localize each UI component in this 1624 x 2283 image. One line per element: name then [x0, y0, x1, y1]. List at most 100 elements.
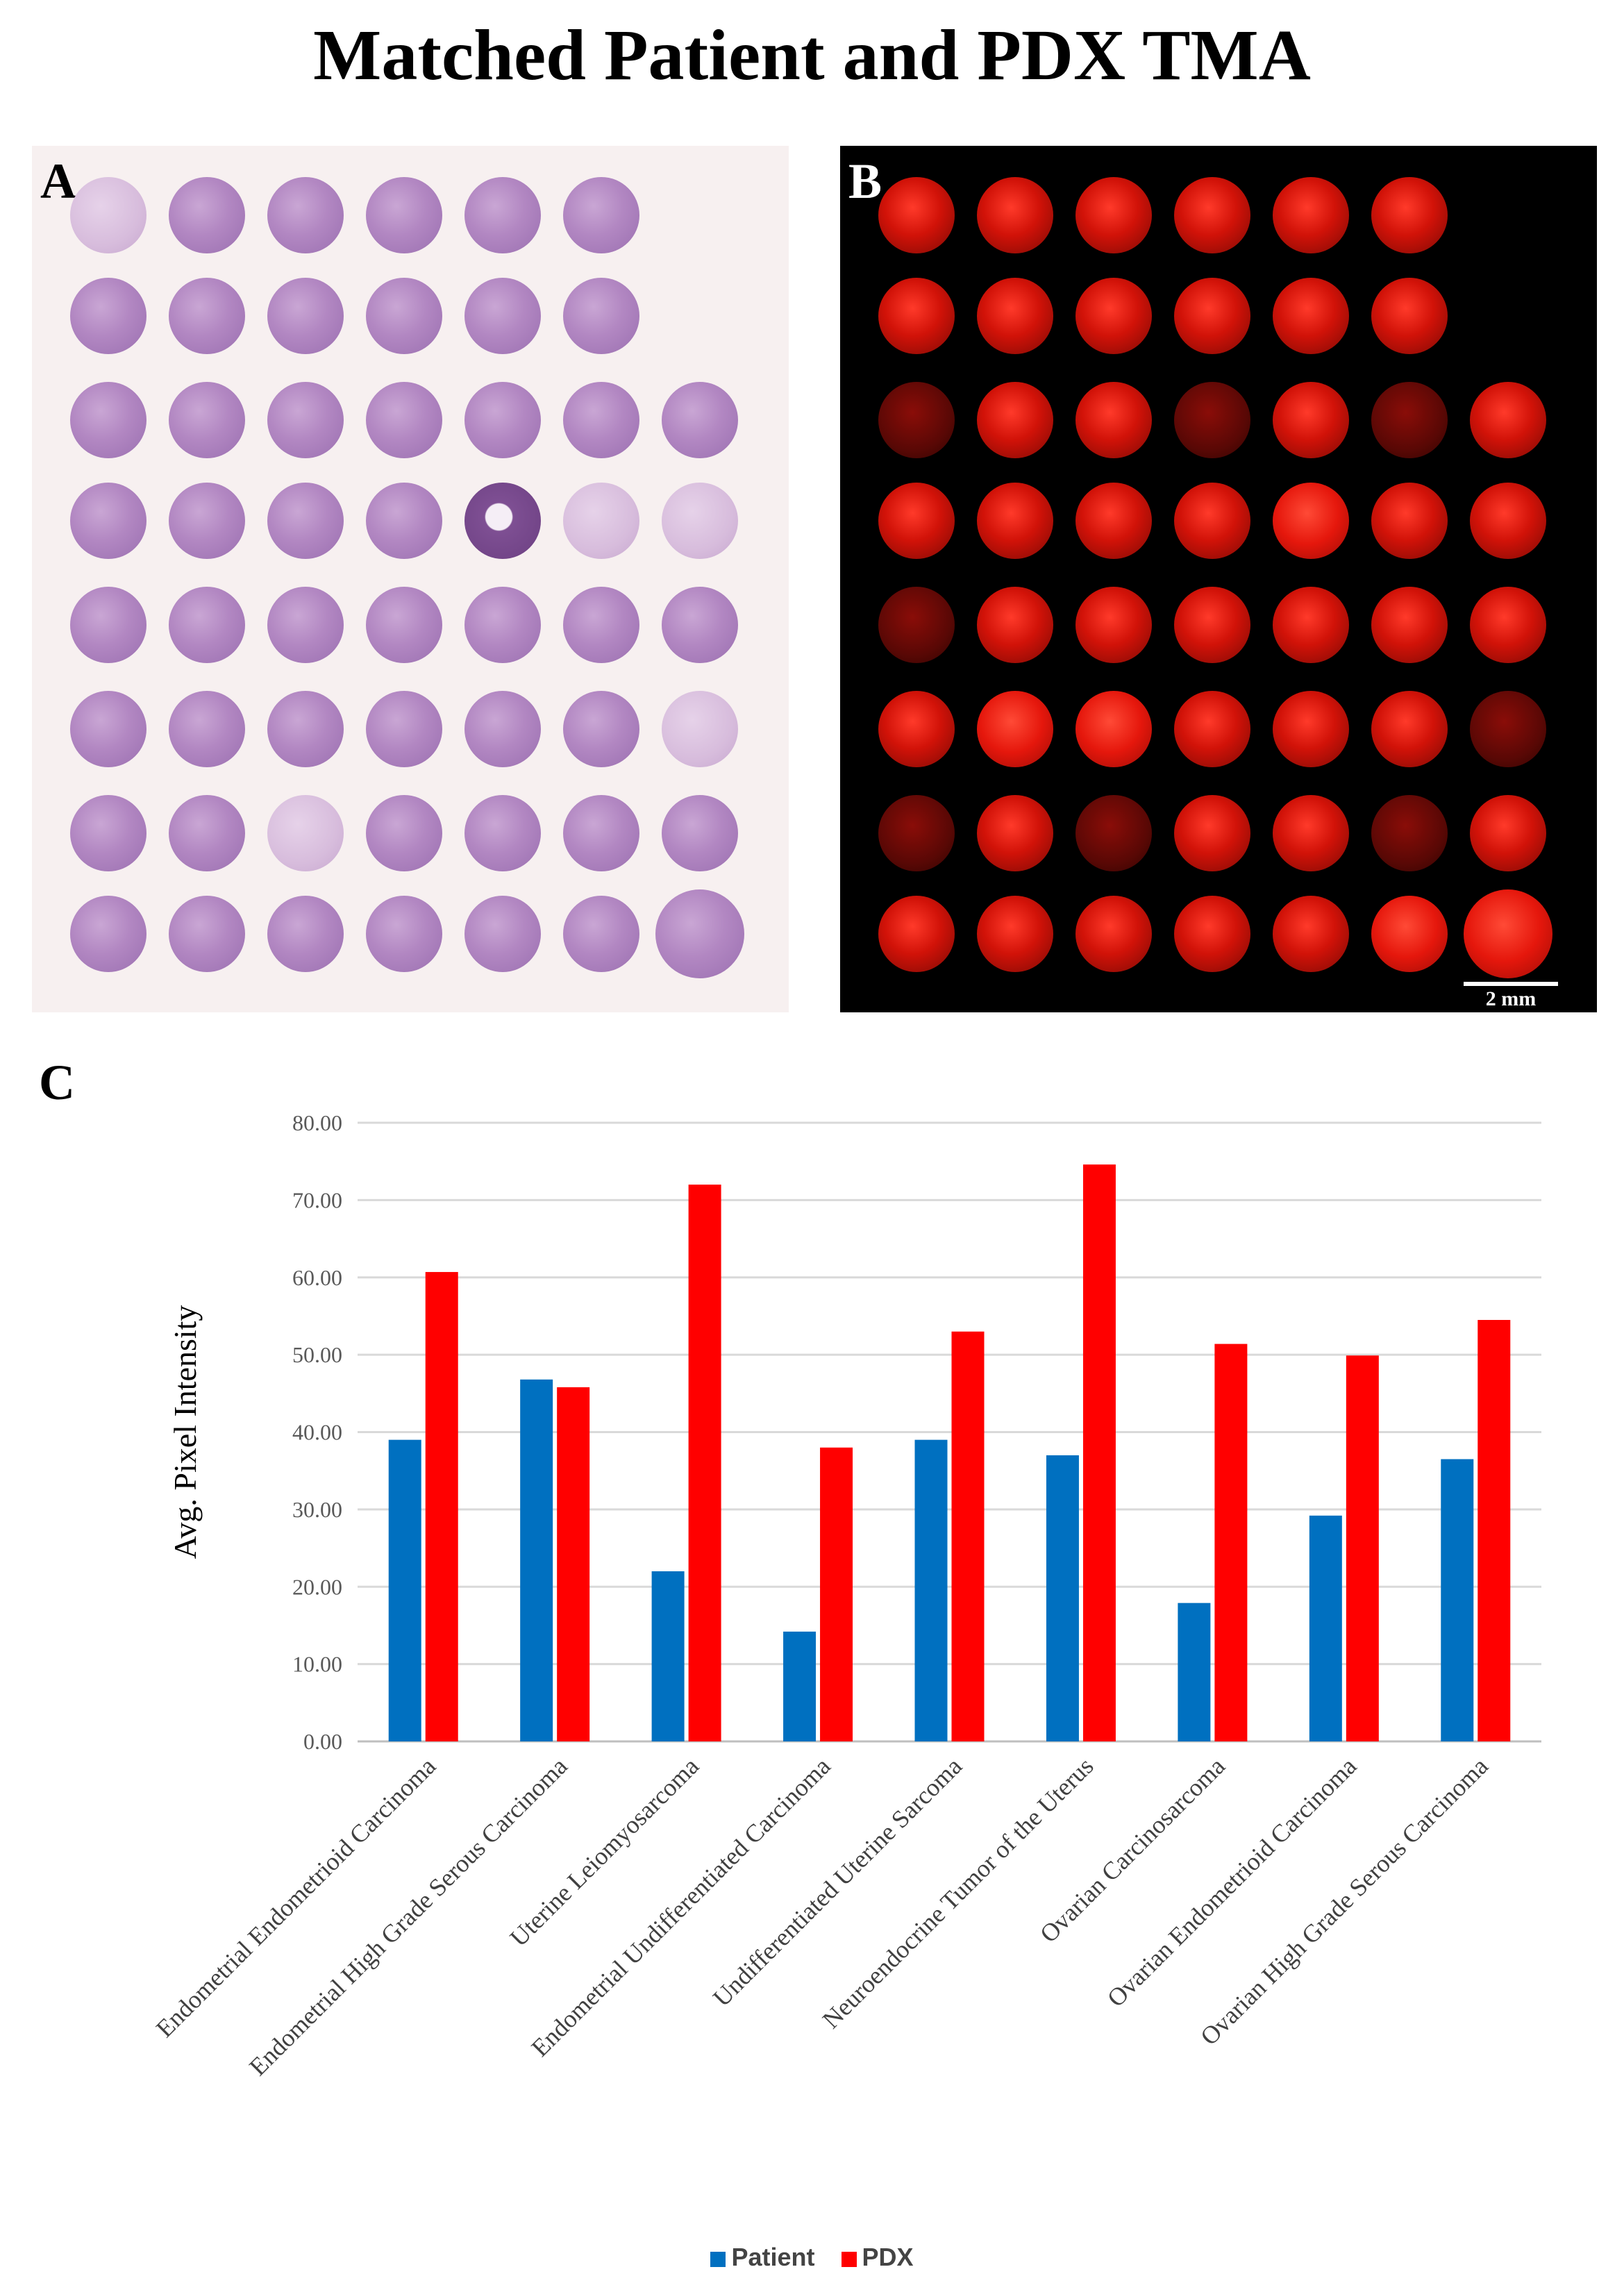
he-core-r6-c6 — [563, 691, 639, 767]
legend-label-pdx: PDX — [862, 2243, 914, 2272]
fluor-core-r7-c7 — [1470, 795, 1546, 871]
he-core-r5-c3 — [267, 587, 344, 663]
bar-pdx-7 — [1214, 1344, 1248, 1741]
he-core-r6-c5 — [464, 691, 541, 767]
fluor-core-r3-c4 — [1174, 382, 1250, 458]
bar-patient-2 — [520, 1379, 553, 1741]
fluor-core-r3-c5 — [1273, 382, 1349, 458]
fluor-core-r7-c2 — [977, 795, 1053, 871]
fluor-core-r6-c2 — [977, 691, 1053, 767]
fluor-core-r6-c1 — [878, 691, 955, 767]
fluor-core-r7-c4 — [1174, 795, 1250, 871]
he-core-r6-c4 — [366, 691, 442, 767]
fluor-core-r2-c3 — [1075, 278, 1152, 354]
panel-a-label: A — [40, 153, 76, 209]
he-core-r4-c1 — [70, 483, 147, 559]
legend-label-patient: Patient — [731, 2243, 815, 2272]
bar-patient-4 — [783, 1631, 817, 1741]
he-core-r6-c2 — [169, 691, 245, 767]
fluor-core-r4-c1 — [878, 483, 955, 559]
he-core-r4-c6 — [563, 483, 639, 559]
fluor-core-r1-c3 — [1075, 177, 1152, 253]
y-tick-label: 20.00 — [292, 1574, 342, 1599]
fluor-core-r8-c7 — [1464, 889, 1552, 978]
fluor-core-r2-c4 — [1174, 278, 1250, 354]
bar-patient-5 — [914, 1439, 948, 1741]
panel-b-label: B — [848, 153, 882, 209]
bar-patient-8 — [1309, 1515, 1342, 1741]
panel-a-he-tma: A — [32, 146, 789, 1012]
legend-item-pdx: PDX — [841, 2243, 914, 2272]
legend-item-patient: Patient — [710, 2243, 814, 2272]
y-tick-label: 70.00 — [292, 1187, 342, 1212]
x-category-label: Ovarian High Grade Serous Carcinoma — [1195, 1752, 1493, 2050]
scale-bar-label: 2 mm — [1485, 987, 1537, 1010]
fluor-core-r5-c5 — [1273, 587, 1349, 663]
fluor-core-r2-c2 — [977, 278, 1053, 354]
he-core-r8-c3 — [267, 896, 344, 972]
he-core-r2-c4 — [366, 278, 442, 354]
he-core-r5-c1 — [70, 587, 147, 663]
fluor-core-r7-c1 — [878, 795, 955, 871]
x-category-label: Endometrial Undifferentiated Carcinoma — [526, 1752, 835, 2062]
bar-pdx-1 — [425, 1271, 458, 1741]
bar-patient-9 — [1441, 1459, 1474, 1741]
fluor-core-r1-c6 — [1371, 177, 1448, 253]
he-core-r7-c4 — [366, 795, 442, 871]
he-core-r8-c1 — [70, 896, 147, 972]
fluor-core-r8-c6 — [1371, 896, 1448, 972]
he-core-r2-c5 — [464, 278, 541, 354]
he-core-r7-c2 — [169, 795, 245, 871]
bar-chart: 0.00 10.00 20.00 30.00 40.00 50.00 60.00 70.00 8… — [151, 1110, 1541, 2081]
he-core-r7-c3 — [267, 795, 344, 871]
he-core-r4-c5 — [464, 483, 541, 559]
fluor-core-r3-c6 — [1371, 382, 1448, 458]
he-core-r3-c2 — [169, 382, 245, 458]
he-core-r5-c5 — [464, 587, 541, 663]
he-core-r3-c3 — [267, 382, 344, 458]
he-core-r2-c3 — [267, 278, 344, 354]
panel-c-label: C — [39, 1055, 75, 1110]
fluor-core-r4-c4 — [1174, 483, 1250, 559]
he-core-r4-c2 — [169, 483, 245, 559]
fluor-core-r5-c7 — [1470, 587, 1546, 663]
he-core-r4-c3 — [267, 483, 344, 559]
fluor-core-r2-c6 — [1371, 278, 1448, 354]
he-core-r6-c7 — [662, 691, 738, 767]
he-core-r3-c7 — [662, 382, 738, 458]
he-core-r8-c6 — [563, 896, 639, 972]
fluor-core-r7-c5 — [1273, 795, 1349, 871]
y-tick-label: 40.00 — [292, 1420, 342, 1445]
he-core-r7-c5 — [464, 795, 541, 871]
he-core-r6-c1 — [70, 691, 147, 767]
y-tick-label: 30.00 — [292, 1497, 342, 1522]
fluor-core-r6-c3 — [1075, 691, 1152, 767]
fluor-core-r8-c2 — [977, 896, 1053, 972]
he-core-r1-c2 — [169, 177, 245, 253]
he-core-r1-c5 — [464, 177, 541, 253]
he-core-r3-c5 — [464, 382, 541, 458]
fluor-core-r8-c3 — [1075, 896, 1152, 972]
y-tick-label: 60.00 — [292, 1265, 342, 1290]
he-core-r5-c2 — [169, 587, 245, 663]
fluor-core-r3-c3 — [1075, 382, 1152, 458]
fluor-core-r3-c7 — [1470, 382, 1546, 458]
he-core-r7-c1 — [70, 795, 147, 871]
fluor-core-r3-c2 — [977, 382, 1053, 458]
he-core-r7-c7 — [662, 795, 738, 871]
he-core-r7-c6 — [563, 795, 639, 871]
fluor-core-r4-c5 — [1273, 483, 1349, 559]
x-category-label: Undifferentiated Uterine Sarcoma — [708, 1752, 967, 2012]
bar-pdx-4 — [820, 1447, 853, 1741]
fluor-core-r2-c1 — [878, 278, 955, 354]
fluor-core-r7-c6 — [1371, 795, 1448, 871]
bar-pdx-8 — [1346, 1355, 1379, 1741]
fluor-core-r5-c3 — [1075, 587, 1152, 663]
fluor-core-r1-c2 — [977, 177, 1053, 253]
he-core-r3-c1 — [70, 382, 147, 458]
fluor-core-r5-c6 — [1371, 587, 1448, 663]
he-core-r8-c2 — [169, 896, 245, 972]
fluor-core-r1-c1 — [878, 177, 955, 253]
fluor-core-r6-c4 — [1174, 691, 1250, 767]
y-tick-label: 80.00 — [292, 1110, 342, 1135]
